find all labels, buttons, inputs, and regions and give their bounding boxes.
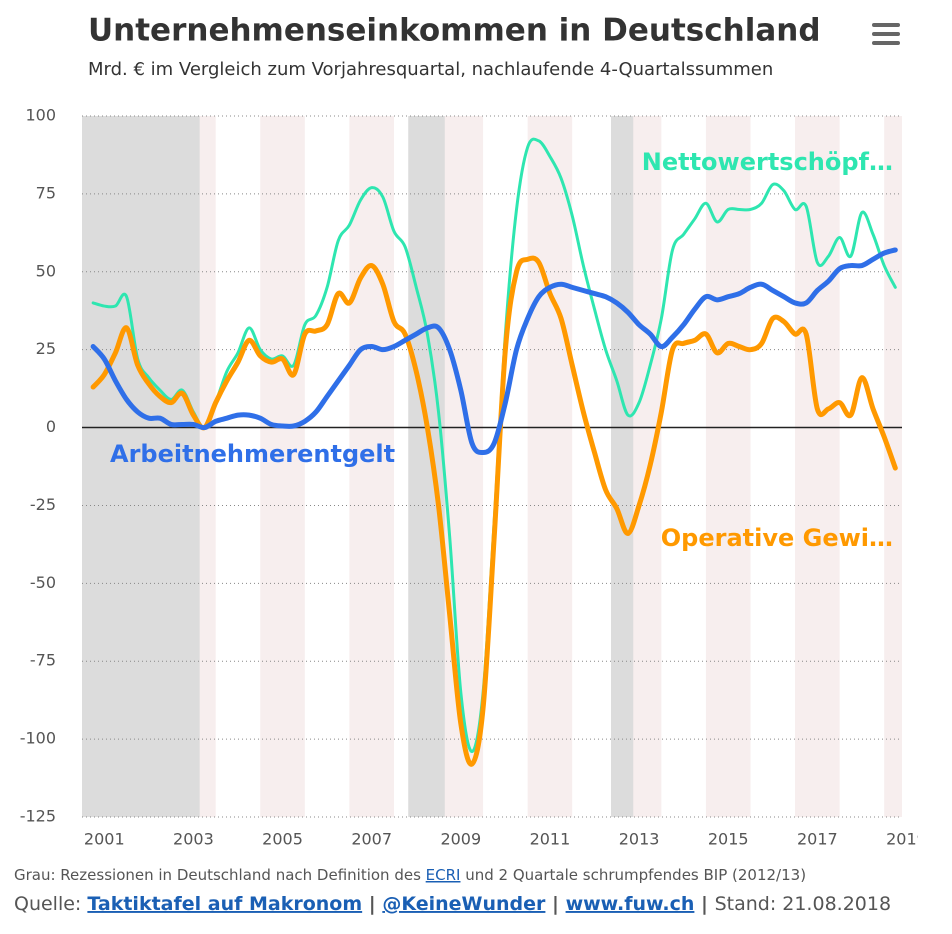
- y-tick-label: -125: [20, 807, 56, 826]
- series-label: Nettowertschöpf…: [642, 148, 893, 176]
- year-band: [795, 116, 840, 817]
- year-band: [349, 116, 394, 817]
- series-label: Arbeitnehmerentgelt: [110, 440, 395, 468]
- source: Quelle: Taktiktafel auf Makronom | @Kein…: [14, 893, 891, 915]
- year-band: [260, 116, 305, 817]
- y-tick-label: 50: [36, 261, 56, 280]
- recession-band: [610, 116, 634, 817]
- menu-button[interactable]: [872, 23, 900, 45]
- text: |: [545, 893, 565, 915]
- series-line: [90, 255, 898, 767]
- series-line: [90, 247, 898, 456]
- y-tick-label: 75: [36, 183, 56, 202]
- x-tick-label: 2019: [886, 830, 927, 849]
- link[interactable]: @KeineWunder: [382, 893, 546, 915]
- x-tick-label: 2003: [173, 830, 214, 849]
- year-band: [527, 116, 573, 817]
- series-labels: Nettowertschöpf… Arbeitnehmerentgelt Opera…: [110, 148, 893, 552]
- y-tick-label: 25: [36, 339, 56, 358]
- y-tick-label: -50: [30, 573, 56, 592]
- x-axis: 2001 2003 2005 2007 2009 2011 2013 2015 2017 2019: [84, 830, 927, 849]
- x-tick-label: 2017: [797, 830, 838, 849]
- text: Stand: 21.08.2018: [715, 893, 891, 915]
- y-tick-label: -100: [20, 729, 56, 748]
- y-tick-label: -25: [30, 495, 56, 514]
- x-tick-label: 2005: [262, 830, 303, 849]
- text: |: [362, 893, 382, 915]
- series-label: Operative Gewi…: [661, 524, 893, 552]
- link[interactable]: Taktiktafel auf Makronom: [87, 893, 362, 915]
- text: Grau: Rezessionen in Deutschland nach De…: [14, 866, 426, 884]
- link[interactable]: www.fuw.ch: [566, 893, 695, 915]
- recession-band: [82, 116, 200, 817]
- x-tick-label: 2015: [708, 830, 749, 849]
- y-tick-label: 100: [25, 106, 56, 125]
- chart-title: Unternehmenseinkommen in Deutschland: [88, 13, 821, 49]
- lines: [90, 137, 898, 767]
- y-tick-label: 0: [46, 417, 56, 436]
- text: Quelle:: [14, 893, 87, 915]
- year-band: [705, 116, 751, 817]
- y-tick-label: -75: [30, 651, 56, 670]
- x-tick-label: 2011: [530, 830, 571, 849]
- footnote: Grau: Rezessionen in Deutschland nach De…: [14, 866, 806, 884]
- link[interactable]: ECRI: [426, 866, 461, 884]
- grid: -125 -100 -75 -50 -25 0 25 50 75 100: [20, 106, 902, 826]
- chart-subtitle: Mrd. € im Vergleich zum Vorjahresquartal…: [88, 59, 773, 80]
- x-tick-label: 2007: [351, 830, 392, 849]
- x-tick-label: 2001: [84, 830, 125, 849]
- text: und 2 Quartale schrumpfendes BIP (2012/1…: [460, 866, 806, 884]
- x-tick-label: 2013: [619, 830, 660, 849]
- x-tick-label: 2009: [440, 830, 481, 849]
- recession-band: [408, 116, 445, 817]
- text: |: [694, 893, 714, 915]
